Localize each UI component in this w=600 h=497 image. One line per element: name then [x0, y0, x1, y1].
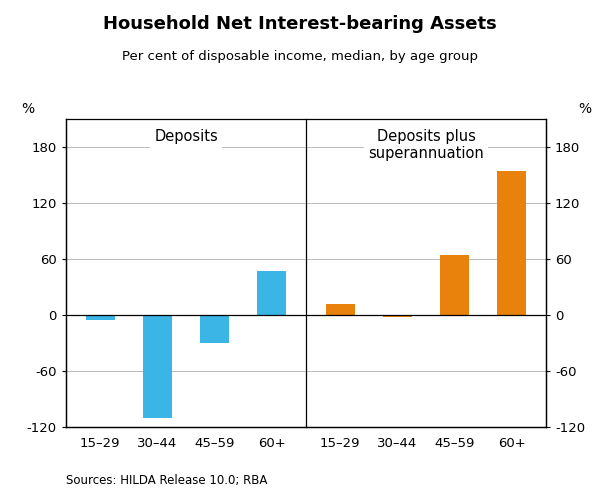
Text: Per cent of disposable income, median, by age group: Per cent of disposable income, median, b… — [122, 50, 478, 63]
Bar — [143, 316, 172, 418]
Bar — [326, 304, 355, 316]
Bar — [86, 316, 115, 320]
Text: %: % — [578, 102, 591, 116]
Text: Deposits plus
superannuation: Deposits plus superannuation — [368, 129, 484, 161]
Text: Sources: HILDA Release 10.0; RBA: Sources: HILDA Release 10.0; RBA — [66, 474, 268, 487]
Text: Household Net Interest-bearing Assets: Household Net Interest-bearing Assets — [103, 15, 497, 33]
Text: Deposits: Deposits — [154, 129, 218, 144]
Text: %: % — [21, 102, 34, 116]
Bar — [497, 170, 526, 316]
Bar — [200, 316, 229, 343]
Bar — [383, 316, 412, 317]
Bar — [257, 270, 286, 316]
Bar — [440, 254, 469, 316]
